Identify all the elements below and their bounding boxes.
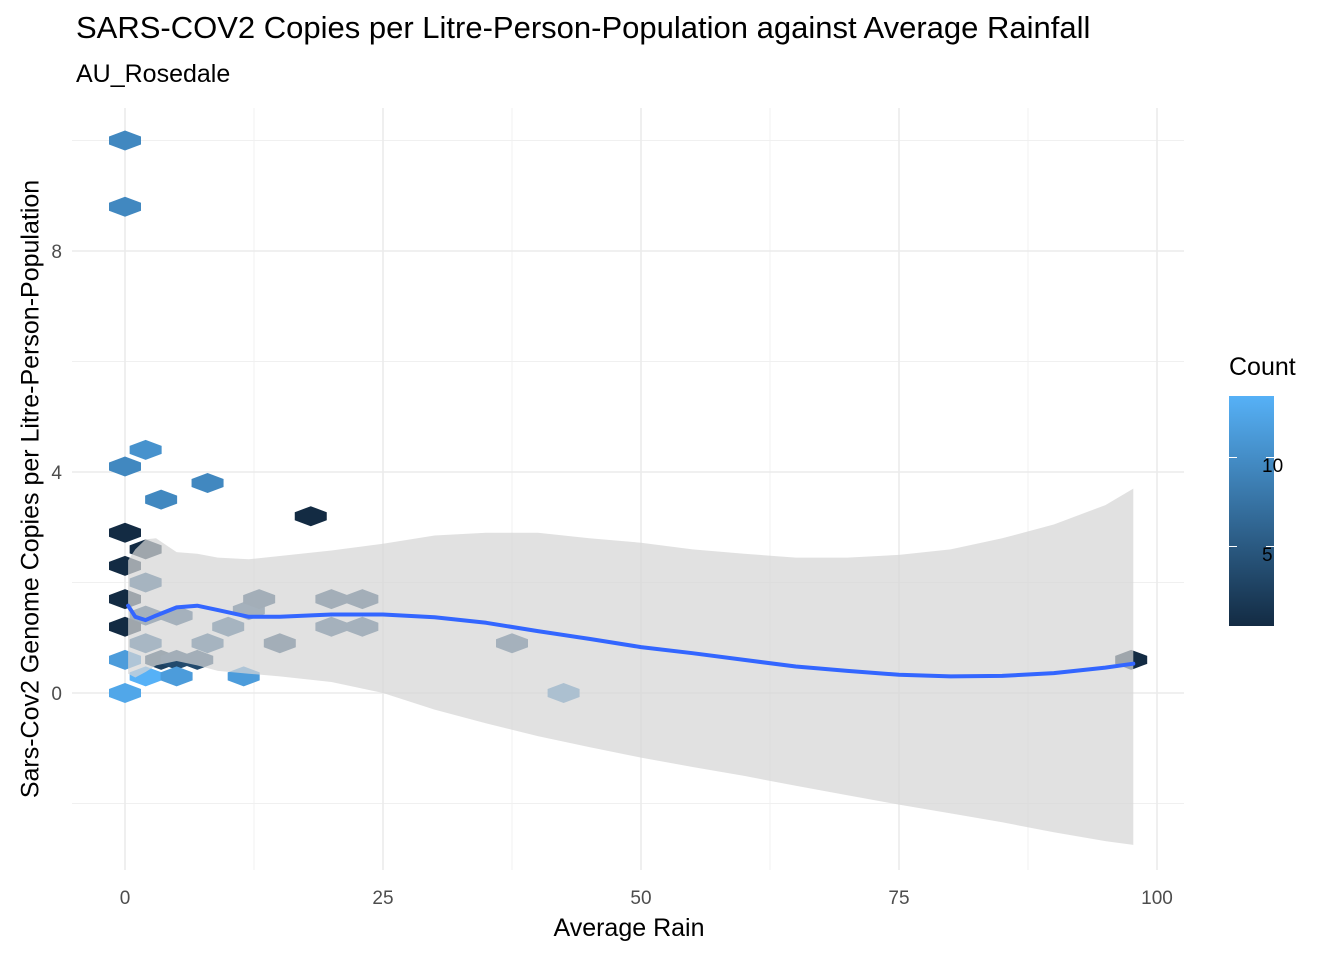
hexbin-cell-31 — [109, 683, 141, 703]
x-tick-label-50: 50 — [630, 888, 651, 909]
chart-subtitle: AU_Rosedale — [76, 60, 231, 88]
hexbin-cell-6 — [294, 506, 327, 527]
hexbin-cell-5 — [191, 473, 224, 494]
x-axis-label: Average Rain — [553, 914, 705, 942]
chart-title: SARS-COV2 Copies per Litre-Person-Popula… — [76, 10, 1091, 45]
smooth-line — [126, 603, 1136, 679]
hexbin-cell-0 — [109, 130, 141, 151]
hexbin-cell-4 — [145, 489, 178, 510]
confidence-band — [128, 488, 1134, 845]
hexbin-cell-2 — [109, 456, 141, 477]
major-gridlines — [72, 108, 1184, 870]
x-tick-label-100: 100 — [1141, 888, 1173, 909]
x-tick-label-0: 0 — [120, 888, 131, 909]
y-tick-label-0: 0 — [51, 684, 62, 705]
x-axis-ticks: 0 25 50 75 100 — [120, 888, 1173, 909]
y-axis-ticks: 0 4 8 — [51, 242, 62, 705]
legend-tick-mark-5 — [1229, 546, 1274, 547]
y-tick-label-8: 8 — [51, 242, 62, 263]
hexbin-cell-7 — [109, 522, 141, 543]
hexbin-cell-1 — [109, 196, 141, 217]
legend-title: Count — [1229, 353, 1296, 381]
y-axis-label: Sars-Cov2 Genome Copies per Litre-Person… — [16, 179, 45, 799]
x-tick-label-25: 25 — [372, 888, 393, 909]
hexbin-cell-30 — [160, 666, 193, 687]
x-tick-label-75: 75 — [888, 888, 909, 909]
legend-tick-mark-10 — [1229, 457, 1274, 458]
legend-colorbar — [1229, 396, 1274, 626]
legend-tick-5: 5 — [1262, 545, 1273, 566]
smooth-layer — [126, 488, 1136, 845]
hexbin-cell-3 — [129, 439, 162, 460]
y-tick-label-4: 4 — [51, 463, 62, 484]
legend-tick-10: 10 — [1262, 456, 1284, 477]
